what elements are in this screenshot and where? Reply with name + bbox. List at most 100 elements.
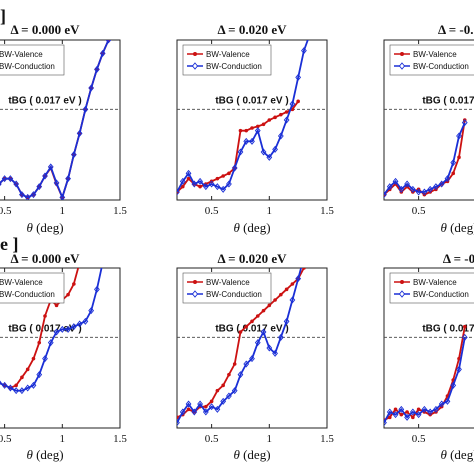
conduction-point xyxy=(100,260,105,266)
valence-point xyxy=(238,128,243,133)
reference-line-label: tBG ( 0.017 eV ) xyxy=(8,95,81,106)
legend-label: BW-Conduction xyxy=(413,290,469,299)
valence-point xyxy=(302,268,306,270)
legend-box xyxy=(389,272,474,304)
legend-swatch-marker xyxy=(191,62,199,70)
conduction-point xyxy=(444,175,451,183)
x-axis-label-unit: (deg) xyxy=(447,220,474,235)
chart-panel-1-1: Δ = 0.020 eV 0.5 1 1.5 θ (deg) tBG ( 0.017 eV… xyxy=(176,251,334,462)
x-axis-label-unit: (deg) xyxy=(240,447,271,462)
conduction-point xyxy=(444,397,451,405)
reference-line-label: tBG ( 0.017 eV ) xyxy=(8,323,81,334)
conduction-point xyxy=(415,411,422,419)
conduction-point xyxy=(249,355,255,363)
conduction-line xyxy=(177,268,302,424)
conduction-point xyxy=(88,84,95,92)
conduction-point xyxy=(421,188,428,196)
conduction-point xyxy=(7,384,14,392)
conduction-point xyxy=(59,325,66,333)
valence-point xyxy=(66,292,70,297)
conduction-point xyxy=(392,177,399,185)
valence-point xyxy=(43,314,47,318)
legend-swatch-marker xyxy=(398,290,406,298)
x-axis-label: θ (deg) xyxy=(233,220,270,235)
conduction-point xyxy=(302,255,307,261)
legend-swatch-marker xyxy=(398,62,406,70)
conduction-point xyxy=(409,185,416,193)
valence-point xyxy=(177,415,179,420)
conduction-line xyxy=(177,40,309,193)
valence-point xyxy=(221,383,225,388)
legend-label: BW-Valence xyxy=(0,278,43,287)
conduction-point xyxy=(65,325,71,333)
conduction-point xyxy=(295,275,302,283)
conduction-point xyxy=(1,381,8,389)
x-tick-label: 1.5 xyxy=(320,205,334,217)
conduction-point xyxy=(94,285,100,293)
x-axis-label: θ (deg) xyxy=(26,220,63,235)
conduction-point xyxy=(179,177,186,185)
valence-point xyxy=(215,388,220,393)
conduction-point xyxy=(214,183,221,191)
conduction-point xyxy=(427,408,434,416)
legend-swatch-marker xyxy=(193,52,197,56)
conduction-point xyxy=(301,47,307,55)
valence-point xyxy=(255,314,260,318)
panel-title: Δ = 0.020 eV xyxy=(218,22,288,37)
valence-point xyxy=(204,404,208,409)
valence-point xyxy=(279,112,283,117)
reference-line-label: tBG ( 0.017 eV ) xyxy=(215,95,288,106)
conduction-line xyxy=(0,268,103,392)
legend: BW-Valence BW-Conduction xyxy=(182,272,272,304)
conduction-point xyxy=(82,105,89,113)
conduction-point xyxy=(88,307,95,315)
legend-label: BW-Conduction xyxy=(206,62,262,71)
legend-label: BW-Valence xyxy=(206,278,250,287)
valence-point xyxy=(209,399,214,404)
reference-line-label: tBG ( 0.017 eV ) xyxy=(215,323,288,334)
conduction-point xyxy=(254,339,261,347)
conduction-point xyxy=(231,164,238,172)
x-axis-label-symbol: θ xyxy=(233,220,240,235)
conduction-point xyxy=(398,405,405,413)
x-tick-label: 0.5 xyxy=(205,205,219,217)
valence-point xyxy=(238,330,243,334)
conduction-point xyxy=(243,360,250,368)
conduction-point xyxy=(398,185,405,193)
conduction-point xyxy=(433,183,439,191)
valence-point xyxy=(25,367,30,372)
legend-box xyxy=(182,44,272,76)
x-axis-label-unit: (deg) xyxy=(447,447,474,462)
conduction-point xyxy=(82,317,89,325)
valence-line xyxy=(177,100,299,193)
legend: BW-Valence BW-Conduction xyxy=(0,44,65,76)
legend-box xyxy=(182,272,272,304)
conduction-point xyxy=(191,408,198,416)
conduction-point xyxy=(1,175,8,183)
valence-point xyxy=(227,171,231,176)
conduction-line xyxy=(0,40,110,200)
legend-label: BW-Valence xyxy=(413,278,457,287)
legend-swatch-marker xyxy=(400,52,404,56)
x-axis-label-symbol: θ xyxy=(233,447,240,462)
legend-label: BW-Conduction xyxy=(413,62,469,71)
conduction-point xyxy=(277,333,284,341)
chart-panel-1-2: Δ = -00.51θ (deg)tBG ( 0.017 eV )BW-Vale… xyxy=(383,251,474,462)
series-group xyxy=(384,118,468,199)
conduction-point xyxy=(461,333,468,341)
legend-label: BW-Conduction xyxy=(206,290,262,299)
conduction-point xyxy=(450,381,457,389)
conduction-point xyxy=(249,137,255,145)
panel-title: Δ = -0 xyxy=(443,251,474,266)
conduction-point xyxy=(208,180,215,188)
valence-point xyxy=(54,303,59,308)
legend-swatch-marker xyxy=(193,280,197,284)
valence-point xyxy=(255,124,260,129)
valence-point xyxy=(284,287,289,292)
conduction-point xyxy=(202,183,209,191)
valence-point xyxy=(186,176,191,181)
legend: BW-Valence BW-Conduction xyxy=(0,272,65,304)
legend: BW-Valence BW-Conduction xyxy=(389,44,474,76)
conduction-point xyxy=(272,145,278,153)
